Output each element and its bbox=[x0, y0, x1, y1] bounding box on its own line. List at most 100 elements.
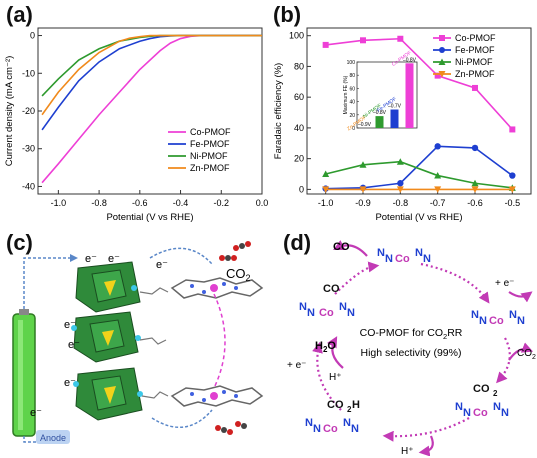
svg-text:N: N bbox=[455, 401, 463, 413]
selectivity-label: High selectivity (99%) bbox=[361, 347, 462, 359]
legend-label: Zn-PMOF bbox=[190, 163, 230, 173]
point-zn-pmof bbox=[322, 186, 330, 193]
mof-illustration: Anode e⁻ e⁻ e⁻ e⁻ e⁻ e⁻ e⁻ bbox=[12, 241, 264, 444]
svg-text:CO: CO bbox=[327, 399, 344, 411]
y-tick-label: 80 bbox=[294, 61, 304, 71]
panel-c-label: (c) bbox=[6, 230, 33, 255]
svg-text:CO: CO bbox=[323, 283, 340, 295]
inset-bar-value: –0.8V bbox=[373, 110, 387, 116]
inset-bar-value: –0.9V bbox=[358, 122, 372, 128]
proton-in-bottom: H⁺ bbox=[401, 446, 414, 456]
co2-molecules bbox=[215, 241, 251, 435]
inset-y-label: Maximum FE (%) bbox=[343, 75, 349, 114]
legend-label: Fe-PMOF bbox=[190, 139, 230, 149]
x-tick-label: -0.6 bbox=[132, 198, 148, 208]
porphyrin-layer-top bbox=[170, 277, 264, 299]
point-zn-pmof bbox=[396, 186, 404, 193]
electron-label-2: e⁻ bbox=[108, 253, 120, 265]
co2-label: CO2 bbox=[226, 266, 251, 283]
point-zn-pmof bbox=[471, 186, 479, 193]
series-line-co-pmof bbox=[41, 34, 262, 184]
point-co-pmof bbox=[434, 72, 441, 79]
inset-y-tick-label: 20 bbox=[349, 113, 355, 119]
y-tick-label: 40 bbox=[294, 123, 304, 133]
svg-text:H: H bbox=[352, 399, 360, 411]
channel-path bbox=[213, 293, 226, 389]
y-axis-label: Faradaic efficiency (%) bbox=[273, 63, 284, 159]
water-out-label: H2O bbox=[315, 340, 336, 354]
svg-text:N: N bbox=[471, 309, 479, 321]
panel-b-label: (b) bbox=[273, 2, 302, 27]
svg-text:N: N bbox=[307, 307, 315, 319]
legend-marker bbox=[438, 58, 446, 65]
svg-text:N: N bbox=[299, 301, 307, 313]
anode-box bbox=[36, 430, 70, 444]
electron-in-label: + e⁻ bbox=[495, 278, 514, 289]
x-axis-label: Potential (V vs RHE) bbox=[375, 212, 462, 223]
svg-text:N: N bbox=[385, 253, 393, 265]
point-ni-pmof bbox=[434, 172, 442, 179]
electron-in-left: + e⁻ bbox=[287, 360, 306, 371]
svg-text:N: N bbox=[493, 401, 501, 413]
series-line-fe-pmof bbox=[325, 145, 513, 190]
inset-y-tick-label: 0 bbox=[352, 126, 355, 132]
legend-label: Co-PMOF bbox=[190, 127, 231, 137]
wire-top bbox=[23, 257, 70, 309]
point-fe-pmof bbox=[471, 144, 479, 152]
svg-text:CO: CO bbox=[473, 383, 490, 395]
svg-text:N: N bbox=[339, 301, 347, 313]
electron-path-top bbox=[149, 247, 213, 265]
panel-d-label: (d) bbox=[283, 230, 312, 255]
point-fe-pmof bbox=[434, 143, 441, 150]
species-top: N N Co N N bbox=[377, 247, 431, 265]
svg-text:N: N bbox=[313, 423, 321, 435]
point-co-pmof bbox=[472, 84, 478, 91]
svg-text:Co: Co bbox=[473, 407, 488, 419]
legend-label: Ni-PMOF bbox=[190, 151, 228, 161]
svg-text:N: N bbox=[347, 307, 355, 319]
inset-y-tick-label: 100 bbox=[347, 60, 356, 66]
co-release-label: CO bbox=[333, 241, 350, 253]
x-tick-label: -0.8 bbox=[393, 198, 409, 208]
legend-marker bbox=[439, 35, 445, 41]
anode-label: Anode bbox=[40, 433, 66, 443]
svg-text:N: N bbox=[509, 309, 517, 321]
y-tick-label: -20 bbox=[22, 106, 35, 116]
y-tick-label: 100 bbox=[289, 31, 304, 41]
pom-cluster-top bbox=[75, 261, 141, 313]
species-left: CO N N Co N N bbox=[299, 283, 355, 319]
species-bottom-left: CO 2 H N N Co N N bbox=[305, 399, 360, 435]
plot-frame bbox=[306, 27, 532, 195]
wire-bottom bbox=[23, 436, 38, 443]
electron-label-6: e⁻ bbox=[156, 259, 168, 271]
series-line-fe-pmof bbox=[41, 34, 262, 131]
point-ni-pmof bbox=[322, 170, 330, 178]
point-zn-pmof bbox=[434, 186, 442, 193]
cycle-title: CO-PMOF for CO2RR bbox=[360, 327, 463, 341]
point-co-pmof bbox=[397, 35, 404, 42]
x-tick-label: 0.0 bbox=[256, 198, 269, 208]
porphyrin-layer-bottom bbox=[170, 385, 264, 407]
svg-text:N: N bbox=[423, 253, 431, 265]
x-tick-label: -0.7 bbox=[430, 198, 446, 208]
svg-text:N: N bbox=[463, 407, 471, 419]
inset-bar-value: –0.7V bbox=[388, 104, 402, 110]
chart-a: -1.0 -0.8 -0.6 -0.4 -0.2 0.0 0 -10 -20 -30 -40 Pote… bbox=[4, 27, 269, 223]
co2-in-label: CO2 bbox=[517, 348, 536, 361]
electron-label-battery: e⁻ bbox=[30, 407, 42, 419]
svg-text:2: 2 bbox=[347, 405, 352, 414]
legend-marker bbox=[438, 71, 446, 78]
inset-y-tick-label: 40 bbox=[349, 100, 355, 106]
y-tick-label: 60 bbox=[294, 92, 304, 102]
y-tick-label: 0 bbox=[30, 31, 35, 41]
point-fe-pmof bbox=[397, 180, 404, 187]
point-fe-pmof bbox=[509, 172, 516, 179]
legend-label: Zn-PMOF bbox=[455, 69, 495, 79]
battery-icon bbox=[12, 309, 36, 437]
legend-label: Co-PMOF bbox=[455, 33, 496, 43]
x-axis-label: Potential (V vs RHE) bbox=[106, 212, 193, 223]
svg-text:2: 2 bbox=[493, 389, 498, 398]
x-tick-label: -0.9 bbox=[355, 198, 371, 208]
y-axis-label: Current density (mA cm⁻²) bbox=[4, 56, 15, 167]
point-ni-pmof bbox=[471, 179, 479, 187]
